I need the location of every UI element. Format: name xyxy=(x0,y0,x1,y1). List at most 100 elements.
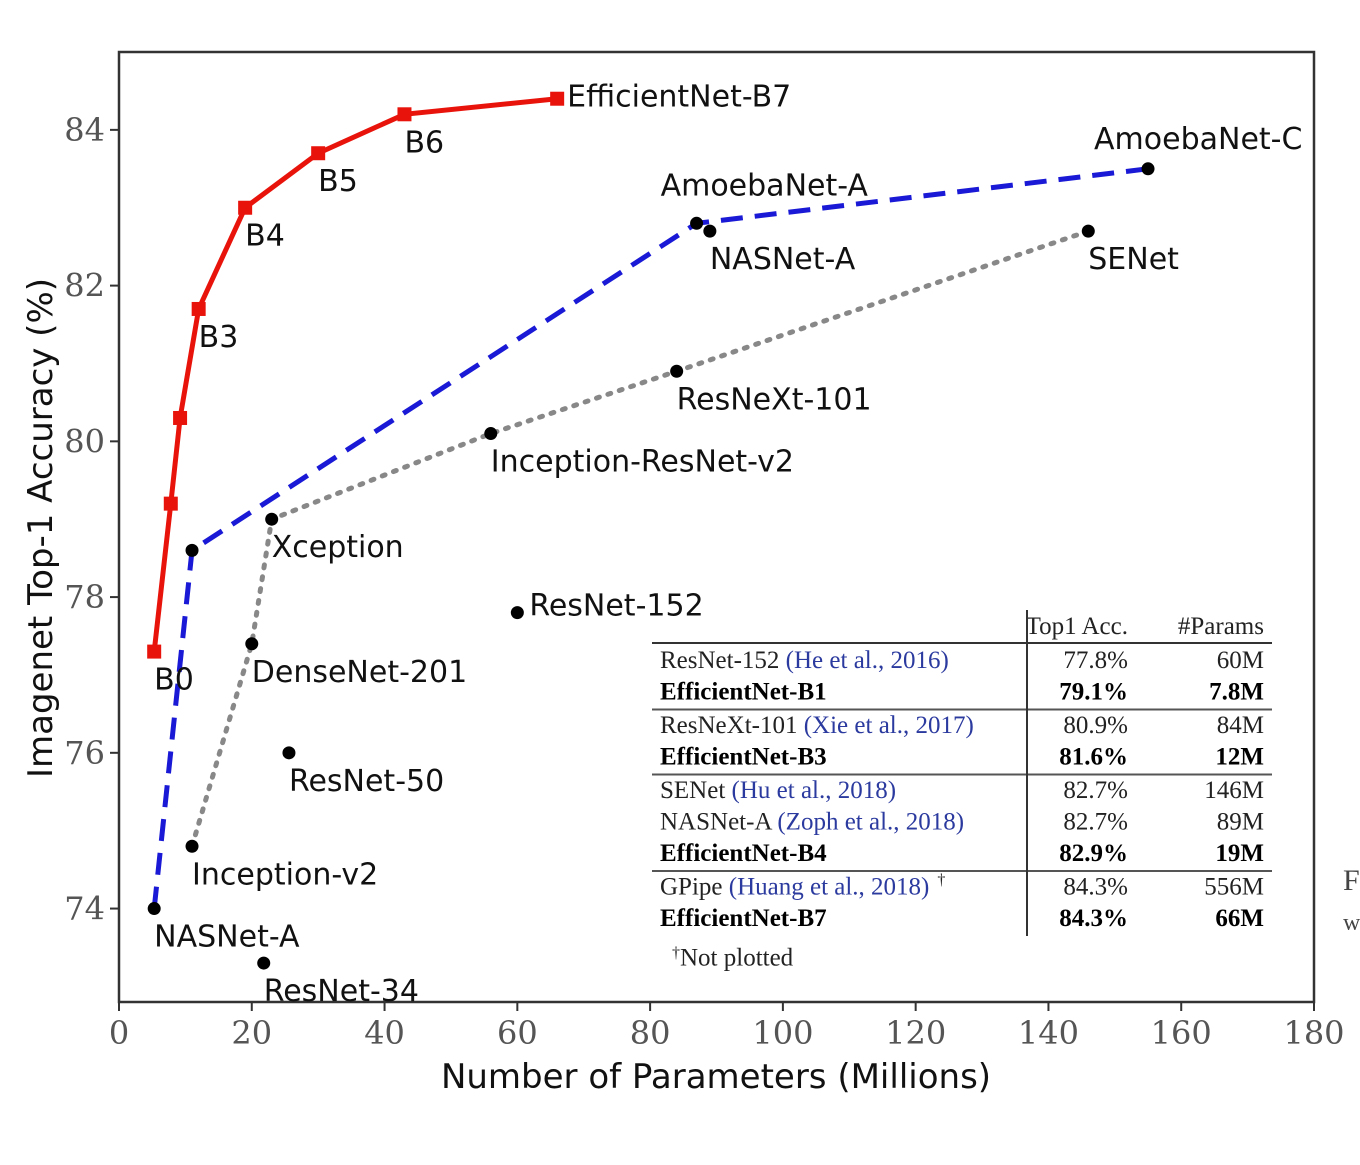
table-row-name: SENet (Hu et al., 2018) xyxy=(660,777,896,804)
x-tick-label: 160 xyxy=(1151,1014,1212,1052)
table-acc: 81.6% xyxy=(1059,744,1128,771)
footnote-text: Not plotted xyxy=(680,945,794,972)
data-point xyxy=(510,606,524,620)
x-tick-label: 120 xyxy=(885,1014,946,1052)
table-model-name: NASNet-A xyxy=(660,809,772,836)
x-tick-label: 40 xyxy=(364,1014,405,1052)
data-point xyxy=(282,746,296,760)
y-tick-label: 74 xyxy=(64,890,105,928)
table-dagger: † xyxy=(937,872,945,889)
table-citation: (Xie et al., 2017) xyxy=(804,712,974,739)
data-point-square xyxy=(397,107,412,122)
table-params: 60M xyxy=(1217,647,1264,674)
table-params: 89M xyxy=(1217,809,1264,836)
point-label: B6 xyxy=(404,125,444,160)
table-acc: 82.7% xyxy=(1063,777,1128,804)
data-point xyxy=(690,216,704,230)
table-citation: (Zoph et al., 2018) xyxy=(777,809,964,836)
table-params: 12M xyxy=(1215,744,1264,771)
table-params: 66M xyxy=(1215,905,1264,932)
data-point-square xyxy=(147,644,162,659)
data-point xyxy=(185,543,199,557)
y-tick-label: 80 xyxy=(64,422,105,460)
series-line-handcrafted xyxy=(189,228,1091,849)
point-label: NASNet-A xyxy=(710,242,856,277)
data-point xyxy=(484,427,498,441)
table-model-name: GPipe xyxy=(660,874,723,901)
table-row-name: EfficientNet-B3 xyxy=(660,744,827,771)
y-tick-label: 84 xyxy=(64,111,105,149)
data-point xyxy=(245,637,259,651)
data-point xyxy=(703,224,717,238)
data-point xyxy=(147,902,161,916)
y-axis-title: Imagenet Top-1 Accuracy (%) xyxy=(21,278,61,778)
table-row-name: ResNet-152 (He et al., 2016) xyxy=(660,647,949,674)
data-point-square xyxy=(163,496,178,511)
table-model-name: EfficientNet-B1 xyxy=(660,679,827,706)
y-tick-label: 78 xyxy=(64,578,105,616)
table-model-name: ResNeXt-101 xyxy=(660,712,797,739)
table-header-params: #Params xyxy=(1178,613,1264,640)
data-point xyxy=(1081,224,1095,238)
point-label: ResNet-152 xyxy=(529,589,703,624)
point-label: SENet xyxy=(1088,242,1179,277)
data-point xyxy=(185,839,199,853)
data-point xyxy=(265,512,279,526)
table-row-name: ResNeXt-101 (Xie et al., 2017) xyxy=(660,712,974,739)
table-acc: 77.8% xyxy=(1063,647,1128,674)
x-axis-title: Number of Parameters (Millions) xyxy=(441,1057,991,1097)
table-acc: 84.3% xyxy=(1059,905,1128,932)
table-citation: (Huang et al., 2018) xyxy=(729,874,930,901)
table-row-name: GPipe (Huang et al., 2018) † xyxy=(660,872,945,901)
table-params: 19M xyxy=(1215,840,1264,867)
point-label: DenseNet-201 xyxy=(252,655,467,690)
point-label: ResNet-50 xyxy=(289,764,444,799)
x-tick-label: 180 xyxy=(1283,1014,1344,1052)
point-label: ResNet-34 xyxy=(264,974,419,1009)
data-point-square xyxy=(550,91,565,106)
y-tick-label: 76 xyxy=(64,734,105,772)
point-label: EfficientNet-B7 xyxy=(567,80,791,115)
table-row-name: NASNet-A (Zoph et al., 2018) xyxy=(660,809,964,836)
table-model-name: SENet xyxy=(660,777,725,804)
table-citation: (He et al., 2016) xyxy=(786,647,949,674)
data-point-square xyxy=(311,146,326,161)
table-acc: 82.7% xyxy=(1063,809,1128,836)
point-label: Xception xyxy=(272,530,404,565)
x-tick-label: 80 xyxy=(630,1014,671,1052)
point-label: B0 xyxy=(154,663,194,698)
point-label: AmoebaNet-C xyxy=(1094,122,1302,157)
table-model-name: EfficientNet-B3 xyxy=(660,744,827,771)
table-params: 146M xyxy=(1204,777,1264,804)
table-footnote: †Not plotted xyxy=(672,945,794,972)
table-row-name: EfficientNet-B4 xyxy=(660,840,827,867)
table-params: 556M xyxy=(1204,874,1264,901)
point-label: Inception-ResNet-v2 xyxy=(491,445,794,480)
point-label: B3 xyxy=(199,320,239,355)
data-point-square xyxy=(191,301,206,316)
x-tick-label: 60 xyxy=(497,1014,538,1052)
data-point xyxy=(670,364,684,378)
point-label: ResNeXt-101 xyxy=(677,382,872,417)
table-params: 84M xyxy=(1217,712,1264,739)
table-acc: 84.3% xyxy=(1063,874,1128,901)
series-line-nas xyxy=(151,166,1149,909)
edge-text-f: F xyxy=(1343,864,1360,897)
point-label: B5 xyxy=(318,164,358,199)
table-model-name: ResNet-152 xyxy=(660,647,779,674)
table-citation: (Hu et al., 2018) xyxy=(732,777,897,804)
table-model-name: EfficientNet-B7 xyxy=(660,905,827,932)
plot-frame xyxy=(117,50,1316,1004)
point-label: Inception-v2 xyxy=(192,857,378,892)
table-params: 7.8M xyxy=(1209,679,1264,706)
x-tick-label: 20 xyxy=(231,1014,272,1052)
data-point xyxy=(257,956,271,970)
table-acc: 82.9% xyxy=(1059,840,1128,867)
data-point xyxy=(1141,162,1155,176)
table-acc: 80.9% xyxy=(1063,712,1128,739)
point-label: NASNet-A xyxy=(154,920,300,955)
x-tick-label: 0 xyxy=(109,1014,129,1052)
table-row-name: EfficientNet-B7 xyxy=(660,905,827,932)
comparison-table: Top1 Acc. #Params ResNet-152 (He et al., 2… xyxy=(652,610,1272,972)
